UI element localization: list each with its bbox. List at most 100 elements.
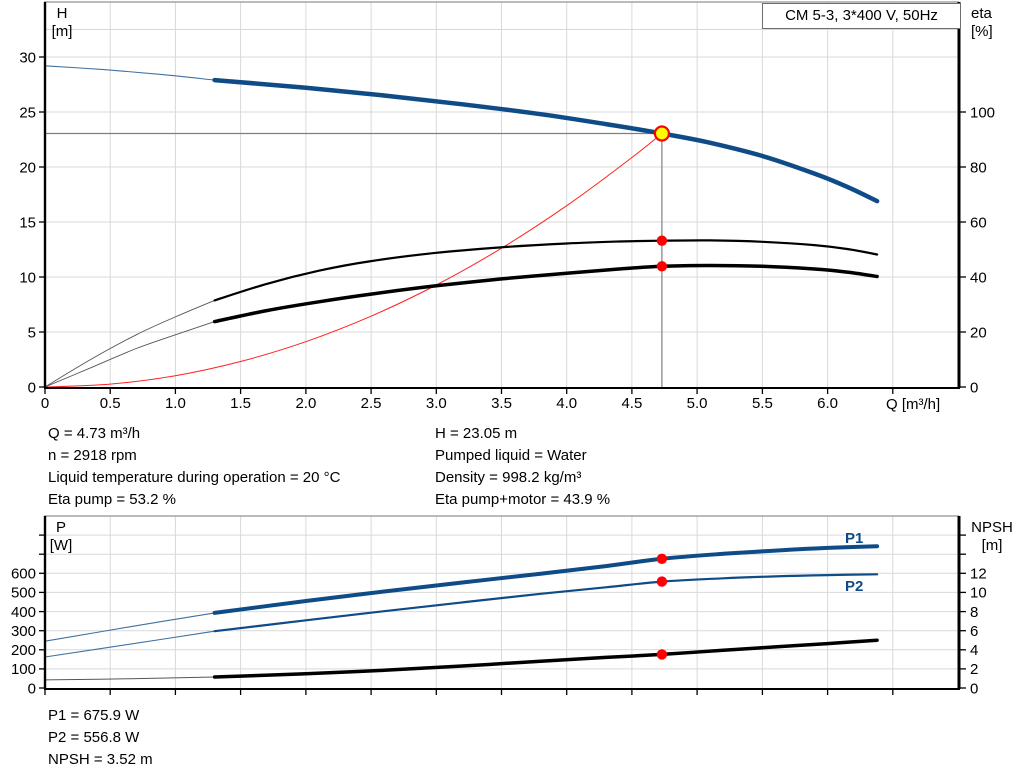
npsh-curve-lead <box>44 676 216 681</box>
x-tick-label: 3.5 <box>491 395 512 412</box>
eta-pump-motor-curve-lead <box>44 321 216 388</box>
eta-pump-marker <box>656 235 668 246</box>
left-tick-label: 400 <box>11 604 36 621</box>
right-tick-label: 100 <box>970 104 995 121</box>
pump-title-label: CM 5-3, 3*400 V, 50Hz <box>785 7 938 24</box>
power-npsh-chart-right-axis: 0 2 4 6 8 10 12 <box>960 534 987 697</box>
power-npsh-chart-left-axis: 0 100 200 300 400 500 600 <box>11 534 44 697</box>
x-tick-label: 2.5 <box>361 395 382 412</box>
duty-point[interactable] <box>653 125 671 142</box>
info-line-n: n = 2918 rpm <box>48 447 137 464</box>
p1-curve-label: P1 <box>845 530 864 547</box>
operating-point-info-right: H = 23.05 m Pumped liquid = Water Densit… <box>435 423 610 511</box>
left-tick-label: 200 <box>11 642 36 659</box>
right-tick-label: 0 <box>970 680 978 697</box>
p-axis-title: P [W] <box>40 519 82 555</box>
qh-curve <box>212 77 880 204</box>
power-npsh-chart: 0 100 200 300 400 500 600 0 2 4 6 8 10 12 <box>11 515 987 697</box>
h-axis-unit: [m] <box>51 23 73 40</box>
right-tick-label: 60 <box>970 214 987 231</box>
p1-marker <box>656 553 668 564</box>
info-line-p1: P1 = 675.9 W <box>48 707 140 724</box>
npsh-axis-title: NPSH [m] <box>964 519 1020 555</box>
qh-curve-lead <box>44 65 216 81</box>
x-tick-label: 0 <box>41 395 49 412</box>
h-axis-title: H [m] <box>41 5 83 41</box>
eta-axis-unit: [%] <box>971 23 993 40</box>
info-line-p2: P2 = 556.8 W <box>48 729 140 746</box>
info-line-q: Q = 4.73 m³/h <box>48 425 141 442</box>
npsh-axis-symbol: NPSH <box>971 519 1013 536</box>
x-tick-label: 6.0 <box>817 395 838 412</box>
right-tick-label: 12 <box>970 566 987 583</box>
right-tick-label: 40 <box>970 269 987 286</box>
info-line-pumped-liquid: Pumped liquid = Water <box>435 447 587 464</box>
info-line-eta-pump: Eta pump = 53.2 % <box>48 491 176 508</box>
left-tick-label: 30 <box>19 49 36 66</box>
npsh-axis-unit: [m] <box>981 537 1003 554</box>
left-tick-label: 500 <box>11 585 36 602</box>
npsh-curve <box>212 638 879 679</box>
right-tick-label: 80 <box>970 159 987 176</box>
right-tick-label: 0 <box>970 379 978 396</box>
left-tick-label: 100 <box>11 661 36 678</box>
x-tick-label: 5.0 <box>687 395 708 412</box>
q-axis-title: Q [m³/h] <box>886 396 941 413</box>
left-tick-label: 15 <box>19 214 36 231</box>
p2-curve-lead <box>44 630 216 658</box>
qh-chart-curves <box>44 65 880 388</box>
right-tick-label: 8 <box>970 604 978 621</box>
qh-chart-gridlines <box>45 2 958 387</box>
left-tick-label: 10 <box>19 269 36 286</box>
operating-point-info-left: Q = 4.73 m³/h n = 2918 rpm Liquid temper… <box>48 423 340 511</box>
left-tick-label: 20 <box>19 159 36 176</box>
x-tick-label: 4.0 <box>556 395 577 412</box>
info-line-eta-pump-motor: Eta pump+motor = 43.9 % <box>435 491 611 508</box>
p2-marker <box>656 576 668 587</box>
left-tick-label: 300 <box>11 623 36 640</box>
p-axis-symbol: P <box>55 519 66 536</box>
left-tick-label: 0 <box>28 379 36 396</box>
eta-axis-title: eta [%] <box>971 5 993 41</box>
info-line-npsh: NPSH = 3.52 m <box>48 751 153 768</box>
eta-pump-motor-marker <box>656 261 668 272</box>
qh-chart-x-axis: 0 0.5 1.0 1.5 2.0 2.5 3.0 3.5 4.0 4.5 5.0 5.5 6.0 <box>41 389 894 412</box>
qh-chart-right-axis: 0 20 40 60 80 100 <box>960 104 995 396</box>
system-curve <box>44 133 663 388</box>
h-axis-symbol: H <box>56 5 68 22</box>
right-tick-label: 20 <box>970 324 987 341</box>
left-tick-label: 600 <box>11 566 36 583</box>
qh-chart: 0 0.5 1.0 1.5 2.0 2.5 3.0 3.5 4.0 4.5 5.0 5.5 6.0 0 5 1… <box>19 1 995 412</box>
right-tick-label: 2 <box>970 661 978 678</box>
eta-pump-motor-curve <box>212 263 879 324</box>
eta-pump-curve <box>213 239 879 302</box>
p-axis-unit: [W] <box>49 537 73 554</box>
right-tick-label: 10 <box>970 585 987 602</box>
p1-curve-lead <box>44 612 216 642</box>
qh-chart-left-axis: 0 5 10 15 20 25 30 <box>19 49 44 396</box>
left-tick-label: 0 <box>28 680 36 697</box>
x-tick-label: 1.5 <box>230 395 251 412</box>
x-tick-label: 2.0 <box>295 395 316 412</box>
power-npsh-info: P1 = 675.9 W P2 = 556.8 W NPSH = 3.52 m <box>48 705 153 771</box>
left-tick-label: 25 <box>19 104 36 121</box>
power-npsh-chart-gridlines <box>45 516 958 688</box>
eta-axis-symbol: eta <box>971 5 992 22</box>
right-tick-label: 4 <box>970 642 978 659</box>
x-tick-label: 3.0 <box>426 395 447 412</box>
p1-curve <box>212 544 880 615</box>
info-line-liquid-temp: Liquid temperature during operation = 20… <box>48 469 341 486</box>
info-line-density: Density = 998.2 kg/m³ <box>435 469 582 486</box>
left-tick-label: 5 <box>28 324 36 341</box>
p2-curve <box>213 573 879 633</box>
power-npsh-chart-curves <box>44 544 880 681</box>
x-tick-label: 5.5 <box>752 395 773 412</box>
npsh-marker <box>656 649 668 660</box>
p2-curve-label: P2 <box>845 578 864 595</box>
power-npsh-chart-x-axis <box>44 690 894 695</box>
info-line-h: H = 23.05 m <box>435 425 518 442</box>
pump-title-box: CM 5-3, 3*400 V, 50Hz <box>762 3 961 29</box>
x-tick-label: 4.5 <box>621 395 642 412</box>
